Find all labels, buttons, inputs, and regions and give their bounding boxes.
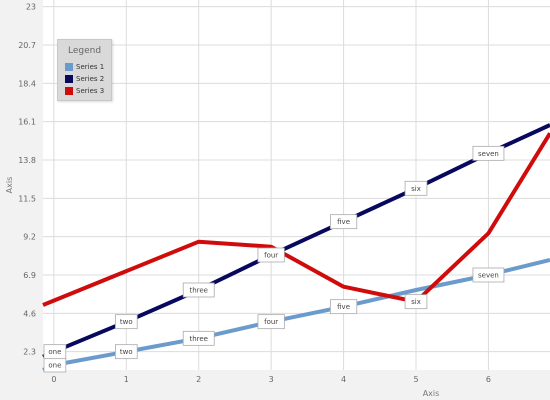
y-tick-label: 16.1: [18, 118, 36, 127]
point-label-box: [329, 299, 358, 315]
legend: Legend Series 1 Series 2 Series 3: [57, 39, 112, 101]
legend-swatch-series-2: [65, 75, 73, 83]
point-label: two: [114, 314, 138, 330]
y-tick-label: 13.8: [18, 156, 36, 165]
plot-area: [43, 0, 550, 370]
point-label-text: four: [264, 318, 278, 326]
point-label-text: six: [411, 185, 421, 193]
point-label: four: [257, 314, 285, 330]
legend-label-series-3: Series 3: [76, 87, 105, 95]
point-label: one: [43, 344, 67, 360]
x-tick-label: 0: [51, 375, 56, 384]
point-label-box: [257, 247, 285, 263]
point-label: two: [114, 344, 138, 360]
y-tick-label: 23: [26, 3, 36, 12]
y-tick-label: 20.7: [18, 41, 36, 50]
point-label-text: five: [337, 303, 350, 311]
y-tick-label: 6.9: [23, 271, 36, 280]
x-axis-ticks: 0 1 2 3 4 5 6: [51, 375, 491, 384]
legend-swatch-series-1: [65, 63, 73, 71]
point-label-text: seven: [478, 150, 499, 158]
point-label-box: [472, 267, 505, 283]
y-tick-label: 2.3: [23, 348, 36, 357]
x-tick-label: 1: [124, 375, 129, 384]
point-label: five: [329, 214, 358, 230]
point-label-text: two: [120, 348, 133, 356]
legend-item-series-3: Series 3: [65, 86, 104, 96]
point-label-text: four: [264, 252, 278, 260]
x-tick-label: 3: [269, 375, 274, 384]
x-tick-label: 6: [486, 375, 491, 384]
point-label-text: two: [120, 318, 133, 326]
legend-label-series-2: Series 2: [76, 75, 105, 83]
point-label: seven: [472, 145, 505, 161]
point-label-text: three: [189, 287, 208, 295]
point-label-text: one: [48, 362, 61, 370]
point-label-box: [43, 344, 67, 360]
point-label-box: [472, 145, 505, 161]
point-label: six: [404, 180, 428, 196]
x-tick-label: 2: [196, 375, 201, 384]
legend-title: Legend: [67, 46, 102, 56]
point-label-box: [404, 180, 428, 196]
y-tick-label: 18.4: [18, 79, 36, 88]
y-tick-label: 11.5: [18, 194, 36, 203]
y-axis-title: Axis: [5, 177, 14, 194]
point-label-text: seven: [478, 272, 499, 280]
point-label: seven: [472, 267, 505, 283]
legend-label-series-1: Series 1: [76, 63, 105, 71]
y-axis-ticks: 2.3 4.6 6.9 9.2 11.5 13.8 16.1 18.4 20.7 23: [18, 3, 36, 357]
point-label: four: [257, 247, 285, 263]
point-label-box: [329, 214, 358, 230]
legend-item-series-1: Series 1: [65, 62, 104, 72]
point-label-box: [114, 314, 138, 330]
point-label-box: [257, 314, 285, 330]
point-label-box: [182, 282, 215, 298]
point-label: three: [182, 282, 215, 298]
point-label-box: [404, 294, 428, 310]
y-tick-label: 9.2: [23, 233, 36, 242]
y-tick-label: 4.6: [23, 309, 36, 318]
point-label-text: five: [337, 218, 350, 226]
point-label: five: [329, 299, 358, 315]
point-label-text: six: [411, 298, 421, 306]
point-label: one: [43, 357, 67, 373]
point-labels: one two three four five seven one two three four f…: [43, 145, 505, 373]
point-label-box: [182, 330, 215, 346]
point-label-text: one: [48, 348, 61, 356]
point-label-text: three: [189, 335, 208, 343]
x-tick-label: 4: [341, 375, 346, 384]
point-label: three: [182, 330, 215, 346]
point-label-box: [114, 344, 138, 360]
x-tick-label: 5: [413, 375, 418, 384]
point-label: six: [404, 294, 428, 310]
legend-item-series-2: Series 2: [65, 74, 104, 84]
series-3-line: [42, 132, 550, 307]
x-axis-title: Axis: [423, 389, 440, 398]
legend-swatch-series-3: [65, 87, 73, 95]
